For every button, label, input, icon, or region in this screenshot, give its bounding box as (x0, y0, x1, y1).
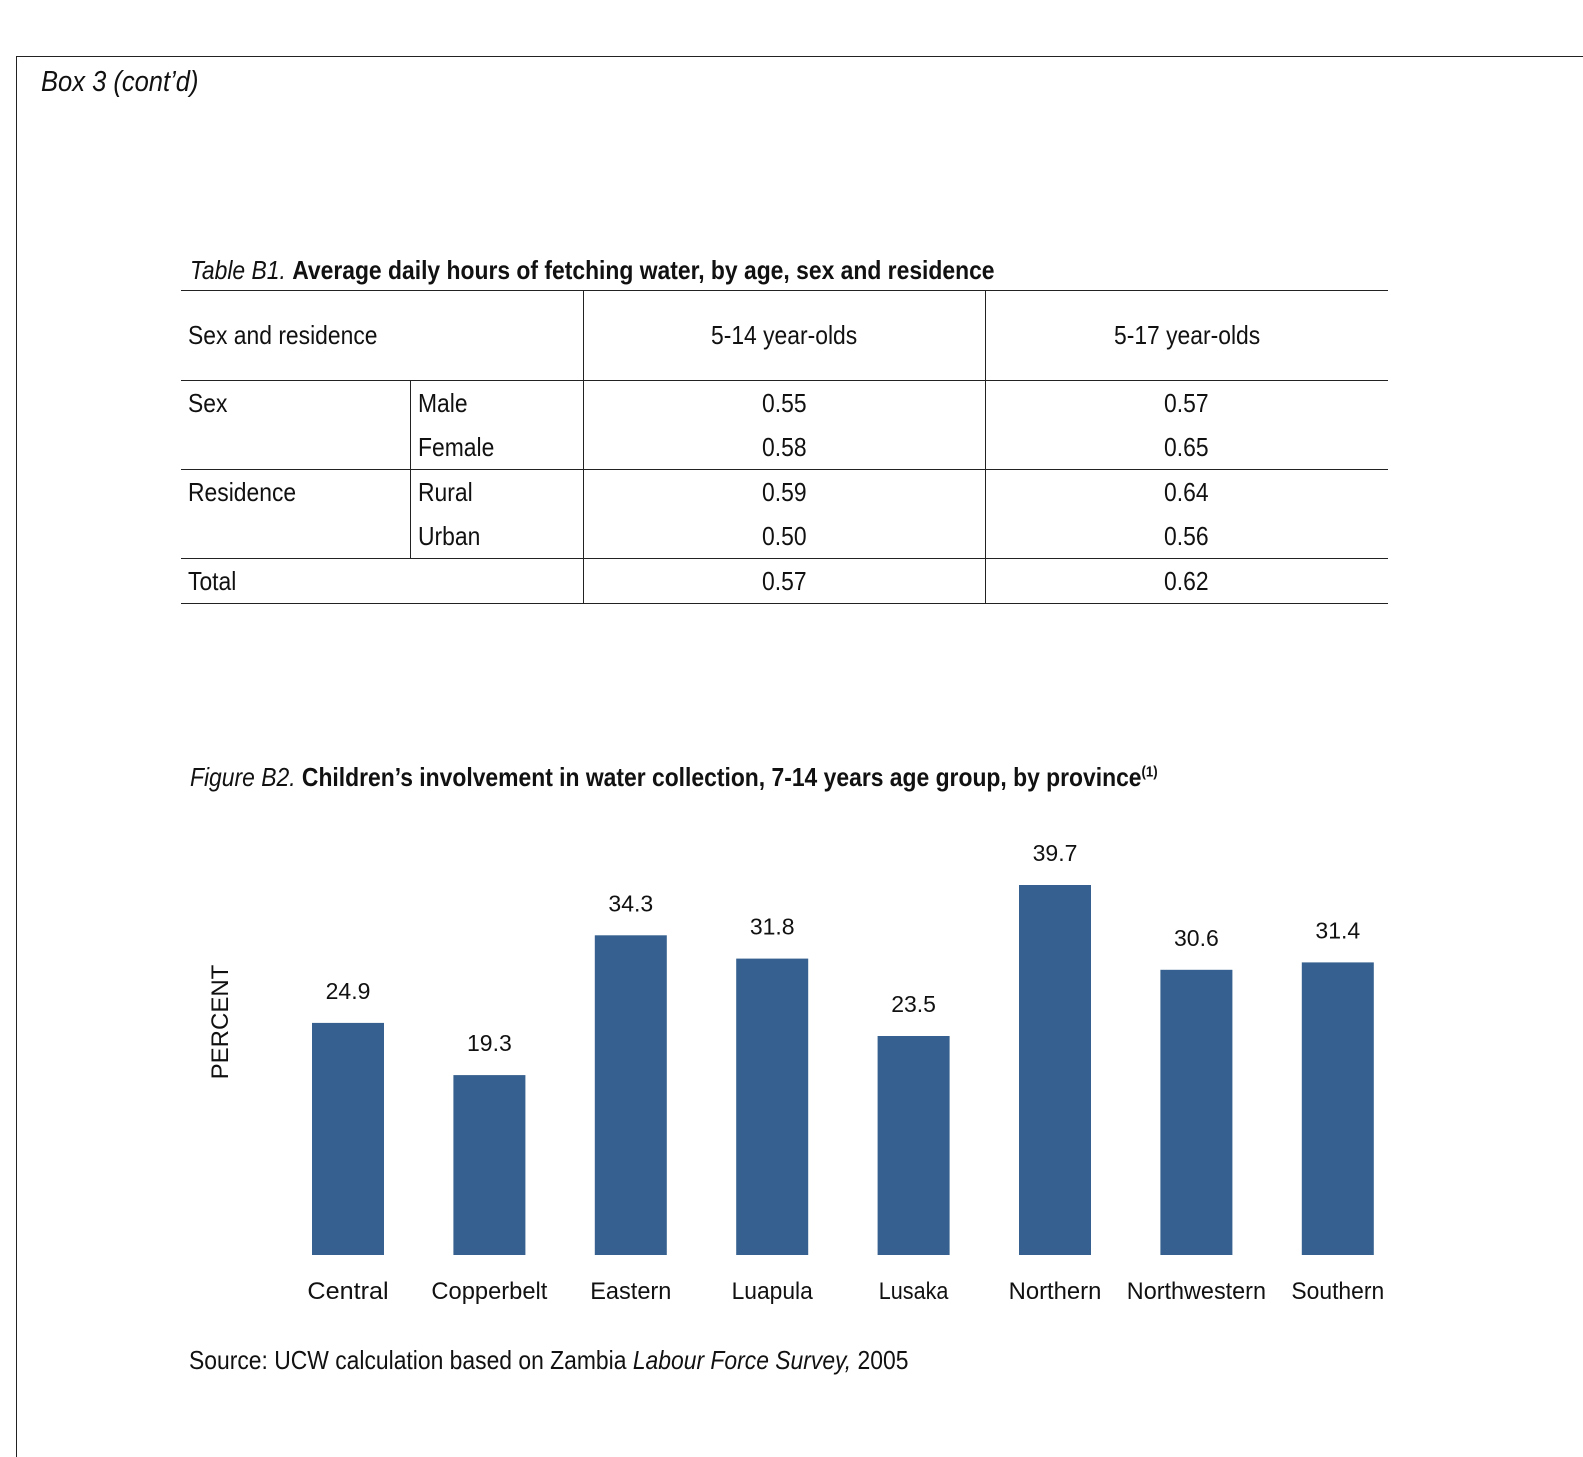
value-label-central: 24.9 (326, 978, 371, 1004)
cell-urban-5-17: 0.56 (984, 514, 1388, 559)
source-italic: Labour Force Survey, (632, 1345, 852, 1375)
box-frame (16, 56, 1583, 1457)
category-label-northern: Northern (1009, 1278, 1102, 1305)
y-axis-label: PERCENT (207, 964, 234, 1079)
category-labels-layer: Central Copperbelt Eastern Luapula Lusaka Nor… (307, 1278, 1384, 1305)
row-label-total: Total (181, 558, 583, 604)
value-label-copperbelt: 19.3 (467, 1030, 512, 1056)
cell-male-5-17: 0.57 (984, 380, 1388, 425)
category-label-lusaka: Lusaka (879, 1278, 949, 1305)
value-label-northwestern: 30.6 (1174, 925, 1219, 951)
bar-central (312, 1022, 384, 1255)
bar-luapula (736, 958, 809, 1255)
table-row-total: Total 0.57 0.62 (181, 558, 1388, 604)
row-group-empty (181, 425, 410, 470)
figure-caption-note: (1) (1141, 763, 1158, 781)
category-label-central: Central (307, 1278, 388, 1305)
value-label-lusaka: 23.5 (891, 991, 936, 1017)
row-group-residence: Residence (188, 476, 297, 507)
table-header-row: Sex and residence 5-14 year-olds 5-17 ye… (181, 290, 1388, 381)
table-caption-text: Average daily hours of fetching water, b… (292, 255, 995, 285)
category-label-copperbelt: Copperbelt (431, 1278, 547, 1305)
cell-urban-5-14: 0.50 (582, 514, 985, 559)
row-group-sex: Sex (188, 387, 228, 418)
row-label-urban: Urban (409, 514, 583, 559)
category-label-northwestern: Northwestern (1127, 1278, 1266, 1305)
cell-total-5-17: 0.62 (984, 558, 1388, 604)
category-label-southern: Southern (1291, 1278, 1384, 1305)
source-prefix: Source: UCW calculation based on Zambia (189, 1345, 633, 1375)
bar-northern (1019, 885, 1091, 1255)
row-group-empty (181, 514, 410, 559)
box-title: Box 3 (cont’d) (41, 66, 199, 98)
row-label-rural: Rural (409, 469, 583, 514)
source-note: Source: UCW calculation based on Zambia … (189, 1345, 908, 1376)
cell-female-5-14: 0.58 (582, 425, 985, 470)
figure-caption-prefix: Figure B2. (190, 762, 296, 792)
cell-total-5-14: 0.57 (582, 558, 985, 604)
bars-layer (312, 885, 1374, 1255)
value-label-eastern: 34.3 (608, 890, 653, 916)
figure-caption: Figure B2. Children’s involvement in wat… (190, 762, 1158, 793)
bar-copperbelt (453, 1075, 526, 1255)
category-label-luapula: Luapula (732, 1278, 814, 1305)
table-row: Female 0.58 0.65 (181, 425, 1388, 470)
category-label-eastern: Eastern (590, 1278, 671, 1305)
table-row: Sex Male 0.55 0.57 (181, 380, 1388, 425)
cell-male-5-14: 0.55 (582, 380, 985, 425)
value-label-northern: 39.7 (1033, 840, 1078, 866)
source-suffix: 2005 (851, 1345, 909, 1375)
cell-female-5-17: 0.65 (984, 425, 1388, 470)
row-label-male: Male (409, 380, 583, 425)
header-sex-residence: Sex and residence (181, 290, 583, 381)
value-label-southern: 31.4 (1315, 917, 1360, 943)
row-label-female: Female (409, 425, 583, 470)
bar-eastern (594, 935, 667, 1255)
header-5-17: 5-17 year-olds (984, 290, 1388, 381)
cell-rural-5-17: 0.64 (984, 469, 1388, 514)
bar-northwestern (1160, 969, 1233, 1255)
figure-caption-text: Children’s involvement in water collecti… (301, 762, 1142, 792)
header-5-14: 5-14 year-olds (582, 290, 985, 381)
hours-table: Sex and residence 5-14 year-olds 5-17 ye… (181, 290, 1388, 604)
value-label-luapula: 31.8 (750, 914, 795, 940)
cell-rural-5-14: 0.59 (582, 469, 985, 514)
bar-lusaka (877, 1036, 950, 1255)
table-caption-prefix: Table B1. (190, 255, 286, 285)
table-row: Residence Rural 0.59 0.64 (181, 469, 1388, 514)
bar-southern (1301, 962, 1374, 1255)
province-bar-chart: 24.9 19.3 34.3 31.8 23.5 39.7 30.6 31.4 Central… (207, 840, 1384, 1305)
table-row: Urban 0.50 0.56 (181, 514, 1388, 559)
table-caption: Table B1. Average daily hours of fetchin… (190, 255, 995, 286)
value-labels-layer: 24.9 19.3 34.3 31.8 23.5 39.7 30.6 31.4 (326, 840, 1361, 1056)
